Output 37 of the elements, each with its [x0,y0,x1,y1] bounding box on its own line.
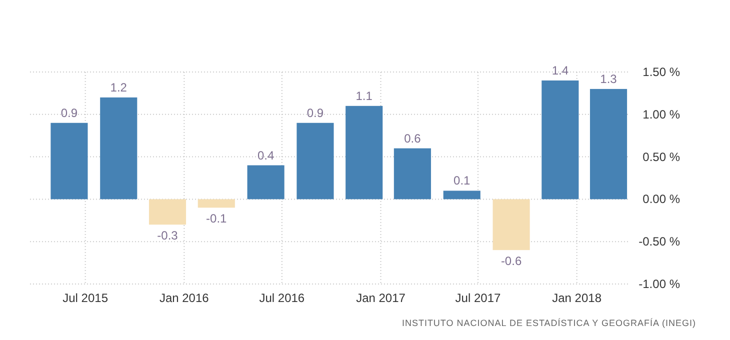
bar [148,199,186,225]
x-tick-label: Jan 2017 [356,291,406,305]
bar [50,122,88,200]
data-label: -0.3 [157,228,178,243]
data-label: 1.1 [356,88,373,103]
data-label: 0.6 [404,131,422,146]
bar [198,199,235,208]
y-tick-label: 0.50 % [642,150,680,164]
data-label: -0.6 [500,254,522,268]
data-label: -0.1 [206,212,228,226]
x-tick-label: Jul 2016 [259,291,305,305]
x-tick-label: Jul 2015 [62,291,108,305]
data-label: 0.9 [60,106,78,120]
x-tick-label: Jan 2016 [159,291,210,305]
bar [394,148,431,200]
bar [590,88,628,200]
bar [296,122,334,200]
x-tick-label: Jul 2017 [455,291,501,305]
data-label: 0.1 [454,174,471,188]
bar [542,80,579,200]
y-tick-label: -0.50 % [638,234,680,249]
data-label: 1.4 [552,63,569,78]
bar [492,199,530,250]
y-tick-label: 0.00 % [642,192,680,206]
bar [443,190,480,200]
data-label: 1.2 [110,80,128,94]
data-label: 0.4 [257,148,274,162]
data-label: 1.3 [600,72,618,86]
y-tick-label: 1.00 % [642,107,680,122]
y-tick-label: -1.00 % [638,277,680,291]
x-tick-label: Jan 2018 [552,291,602,305]
text: INSTITUTO NACIONAL DE ESTADÍSTICA Y GEOGRAFÍA (INEGI) [402,318,696,328]
data-label: 0.9 [306,106,324,120]
bar [346,106,383,200]
bar [247,165,284,200]
bar [100,97,138,200]
y-tick-label: 1.50 % [642,65,680,79]
